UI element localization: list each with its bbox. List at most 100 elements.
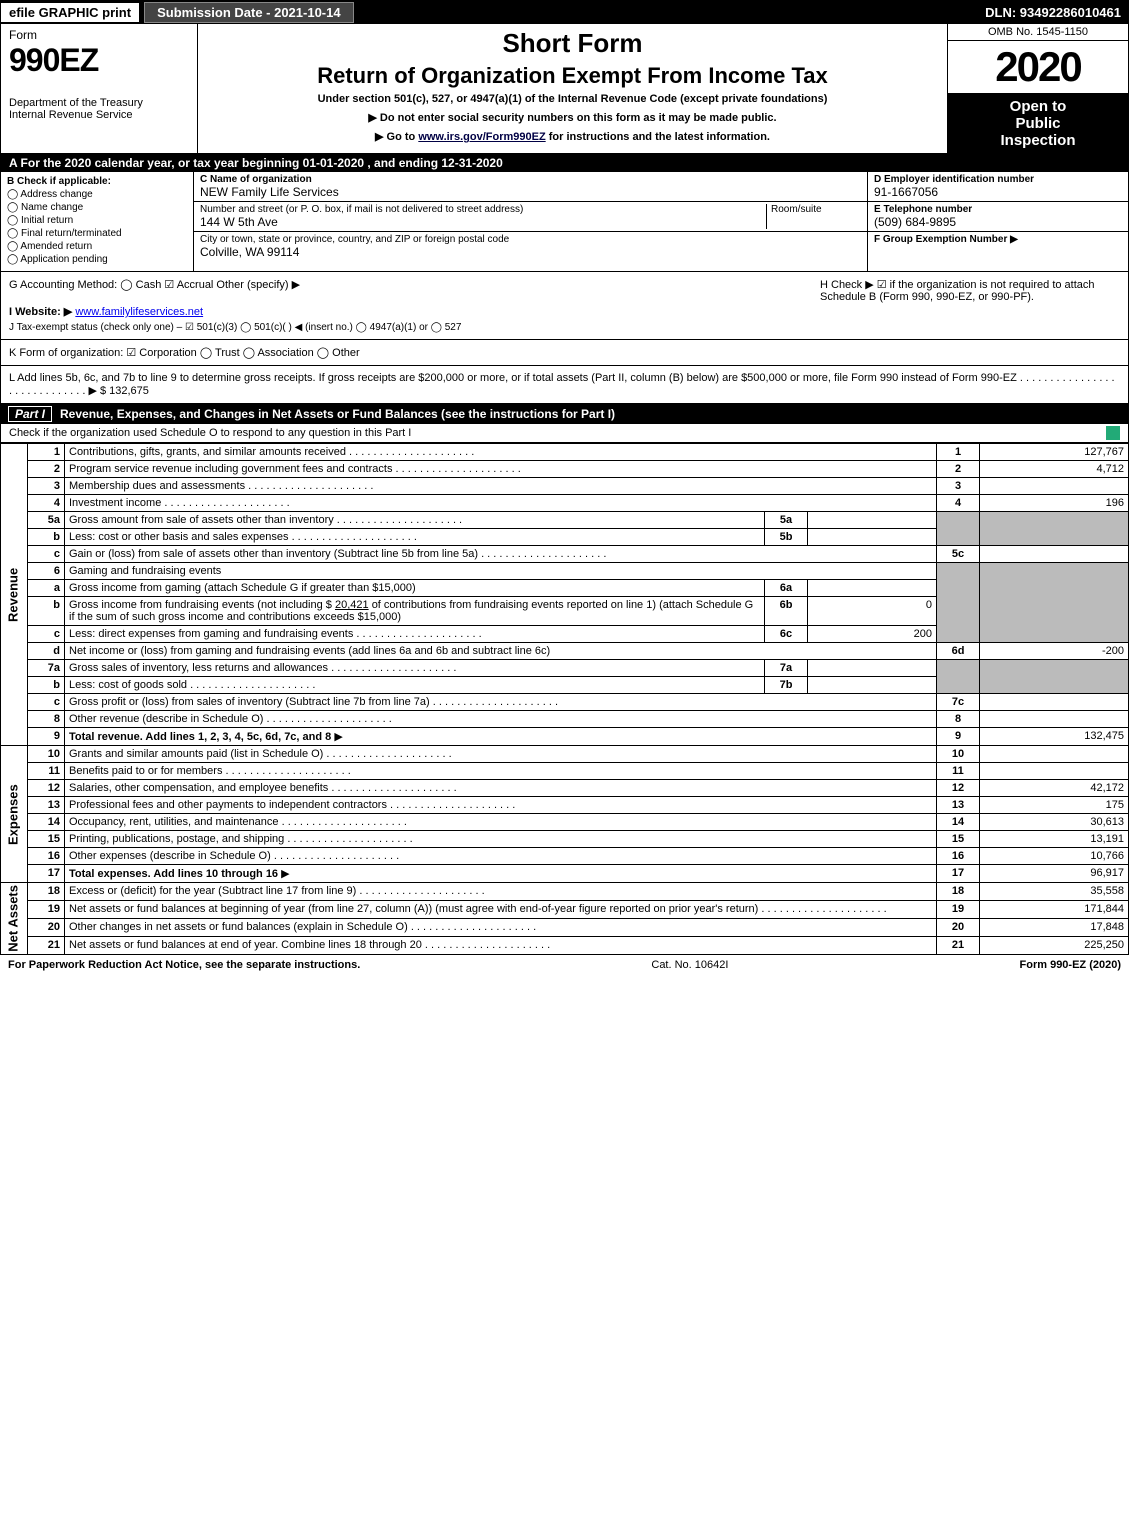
ln-2-amt: 4,712 <box>980 461 1129 478</box>
ln-13-amt: 175 <box>980 797 1129 814</box>
box-d-label: D Employer identification number <box>874 174 1034 185</box>
ln-7a-desc: Gross sales of inventory, less returns a… <box>65 660 765 677</box>
entity-block: B Check if applicable: ◯ Address change … <box>0 172 1129 272</box>
ln-1-no: 1 <box>28 444 65 461</box>
part-i-scho-desc: Check if the organization used Schedule … <box>9 427 411 439</box>
page-footer: For Paperwork Reduction Act Notice, see … <box>0 955 1129 975</box>
ln-3-desc: Membership dues and assessments <box>65 478 937 495</box>
dln: DLN: 93492286010461 <box>985 5 1129 20</box>
netassets-side-label: Net Assets <box>1 883 28 955</box>
ln-7c-amt <box>980 694 1129 711</box>
ln-6c-val: 200 <box>808 626 937 643</box>
tax-year: 2020 <box>948 41 1128 94</box>
ln-7b-val <box>808 677 937 694</box>
ln-5b-sub: 5b <box>765 529 808 546</box>
form-version: Form 990-EZ (2020) <box>1020 959 1121 971</box>
efile-label: efile GRAPHIC print <box>0 2 140 23</box>
ln-21-box: 21 <box>937 936 980 954</box>
box-b-title: B Check if applicable: <box>7 176 111 187</box>
ln-13-desc: Professional fees and other payments to … <box>65 797 937 814</box>
part-i-title: Revenue, Expenses, and Changes in Net As… <box>60 407 615 421</box>
ln-14-box: 14 <box>937 814 980 831</box>
ln-9-box: 9 <box>937 728 980 746</box>
ln-5a-no: 5a <box>28 512 65 529</box>
form-number: 990EZ <box>9 42 189 79</box>
ln-7c-desc: Gross profit or (loss) from sales of inv… <box>65 694 937 711</box>
ln-7b-sub: 7b <box>765 677 808 694</box>
ln-16-no: 16 <box>28 848 65 865</box>
ln-19-amt: 171,844 <box>980 900 1129 918</box>
ln-11-desc: Benefits paid to or for members <box>65 763 937 780</box>
cb-final-return[interactable]: ◯ Final return/terminated <box>7 228 187 239</box>
header-right: OMB No. 1545-1150 2020 Open to Public In… <box>947 24 1128 153</box>
ln-2-desc: Program service revenue including govern… <box>65 461 937 478</box>
ln-6d-no: d <box>28 643 65 660</box>
ln-17-no: 17 <box>28 865 65 883</box>
ln-1-desc: Contributions, gifts, grants, and simila… <box>65 444 937 461</box>
telephone: (509) 684-9895 <box>874 215 956 229</box>
schedule-o-check-icon: ✔ <box>1106 426 1120 440</box>
ln-5ab-shade2 <box>980 512 1129 546</box>
ln-10-box: 10 <box>937 746 980 763</box>
ln-5c-box: 5c <box>937 546 980 563</box>
box-c-addr-label: Number and street (or P. O. box, if mail… <box>200 204 523 215</box>
tax-period: A For the 2020 calendar year, or tax yea… <box>0 154 1129 172</box>
ln-2-no: 2 <box>28 461 65 478</box>
form-header: Form 990EZ Department of the Treasury In… <box>0 24 1129 154</box>
ln-8-no: 8 <box>28 711 65 728</box>
ln-19-box: 19 <box>937 900 980 918</box>
irs-link[interactable]: www.irs.gov/Form990EZ <box>418 131 545 143</box>
ln-12-no: 12 <box>28 780 65 797</box>
cb-initial-return[interactable]: ◯ Initial return <box>7 215 187 226</box>
ln-7a-no: 7a <box>28 660 65 677</box>
ln-18-desc: Excess or (deficit) for the year (Subtra… <box>65 883 937 901</box>
open-line1: Open to <box>948 98 1128 115</box>
ln-7a-val <box>808 660 937 677</box>
ln-6a-val <box>808 580 937 597</box>
cb-address-change[interactable]: ◯ Address change <box>7 189 187 200</box>
ln-5a-sub: 5a <box>765 512 808 529</box>
ln-7a-sub: 7a <box>765 660 808 677</box>
website-link[interactable]: www.familylifeservices.net <box>75 306 203 318</box>
ln-21-no: 21 <box>28 936 65 954</box>
ln-10-amt <box>980 746 1129 763</box>
cb-name-change[interactable]: ◯ Name change <box>7 202 187 213</box>
ln-6c-sub: 6c <box>765 626 808 643</box>
ln-15-desc: Printing, publications, postage, and shi… <box>65 831 937 848</box>
dept-treasury: Department of the Treasury <box>9 97 189 109</box>
ln-10-no: 10 <box>28 746 65 763</box>
ln-4-box: 4 <box>937 495 980 512</box>
ln-21-amt: 225,250 <box>980 936 1129 954</box>
omb-number: OMB No. 1545-1150 <box>948 24 1128 41</box>
ln-5b-val <box>808 529 937 546</box>
part-i-header: Part I Revenue, Expenses, and Changes in… <box>0 404 1129 424</box>
ln-18-box: 18 <box>937 883 980 901</box>
ln-8-box: 8 <box>937 711 980 728</box>
ln-6c-desc: Less: direct expenses from gaming and fu… <box>65 626 765 643</box>
box-b: B Check if applicable: ◯ Address change … <box>1 172 194 271</box>
ln-6a-sub: 6a <box>765 580 808 597</box>
cb-amended[interactable]: ◯ Amended return <box>7 241 187 252</box>
ln-16-amt: 10,766 <box>980 848 1129 865</box>
room-suite-label: Room/suite <box>771 204 822 215</box>
org-city: Colville, WA 99114 <box>200 245 299 259</box>
part-i-label: Part I <box>8 406 52 422</box>
part-i-table: Revenue 1 Contributions, gifts, grants, … <box>0 443 1129 955</box>
misc-block: H Check ▶ ☑ if the organization is not r… <box>0 272 1129 340</box>
ln-7c-box: 7c <box>937 694 980 711</box>
ln-9-no: 9 <box>28 728 65 746</box>
ln-6b-contrib-amt: 20,421 <box>335 599 369 611</box>
ln-9-desc: Total revenue. Add lines 1, 2, 3, 4, 5c,… <box>65 728 937 746</box>
ln-20-box: 20 <box>937 918 980 936</box>
ln-7ab-shade <box>937 660 980 694</box>
cb-pending[interactable]: ◯ Application pending <box>7 254 187 265</box>
expenses-side-label: Expenses <box>1 746 28 883</box>
instr-goto: ▶ Go to www.irs.gov/Form990EZ for instru… <box>202 130 943 143</box>
ln-16-box: 16 <box>937 848 980 865</box>
box-e-label: E Telephone number <box>874 204 972 215</box>
ln-7b-desc: Less: cost of goods sold <box>65 677 765 694</box>
ln-14-desc: Occupancy, rent, utilities, and maintena… <box>65 814 937 831</box>
ln-3-no: 3 <box>28 478 65 495</box>
ln-14-no: 14 <box>28 814 65 831</box>
ln-6c-no: c <box>28 626 65 643</box>
